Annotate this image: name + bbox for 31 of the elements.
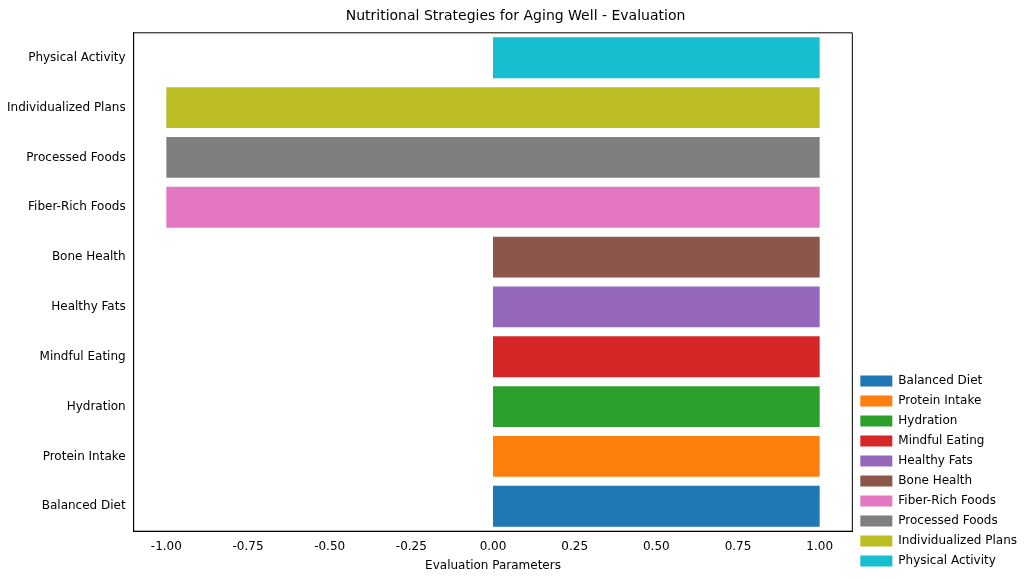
chart-title: Nutritional Strategies for Aging Well - Evaluation — [345, 7, 686, 24]
y-tick-label: Protein Intake — [42, 448, 126, 463]
legend-label: Fiber-Rich Foods — [898, 493, 996, 508]
x-axis-title: Evaluation Parameters — [425, 557, 561, 572]
legend-label: Processed Foods — [898, 513, 998, 528]
legend-label: Hydration — [898, 413, 958, 428]
y-tick-label: Physical Activity — [28, 49, 126, 64]
y-tick-label: Individualized Plans — [7, 99, 126, 114]
legend-label: Protein Intake — [898, 393, 982, 408]
x-tick-label: -0.50 — [314, 538, 346, 553]
legend-label: Balanced Diet — [898, 373, 983, 388]
x-tick-label: -1.00 — [150, 538, 182, 553]
y-tick-label: Balanced Diet — [41, 498, 126, 513]
y-tick-label: Hydration — [66, 398, 126, 413]
x-tick-label: -0.75 — [232, 538, 264, 553]
y-tick-label: Mindful Eating — [39, 348, 126, 363]
x-tick-label: 0.25 — [561, 538, 589, 553]
legend-label: Physical Activity — [898, 553, 996, 568]
legend-label: Individualized Plans — [898, 533, 1017, 548]
y-tick-label: Healthy Fats — [51, 299, 126, 314]
legend-label: Mindful Eating — [898, 433, 985, 448]
x-tick-label: 0.50 — [642, 538, 670, 553]
legend-label: Bone Health — [898, 473, 973, 488]
y-tick-label: Bone Health — [51, 249, 126, 264]
legend-label: Healthy Fats — [898, 453, 973, 468]
x-tick-label: -0.25 — [395, 538, 427, 553]
y-tick-label: Fiber-Rich Foods — [28, 199, 126, 214]
x-tick-label: 1.00 — [806, 538, 834, 553]
y-tick-label: Processed Foods — [26, 149, 126, 164]
x-tick-label: 0.75 — [724, 538, 752, 553]
x-tick-label: 0.00 — [479, 538, 507, 553]
